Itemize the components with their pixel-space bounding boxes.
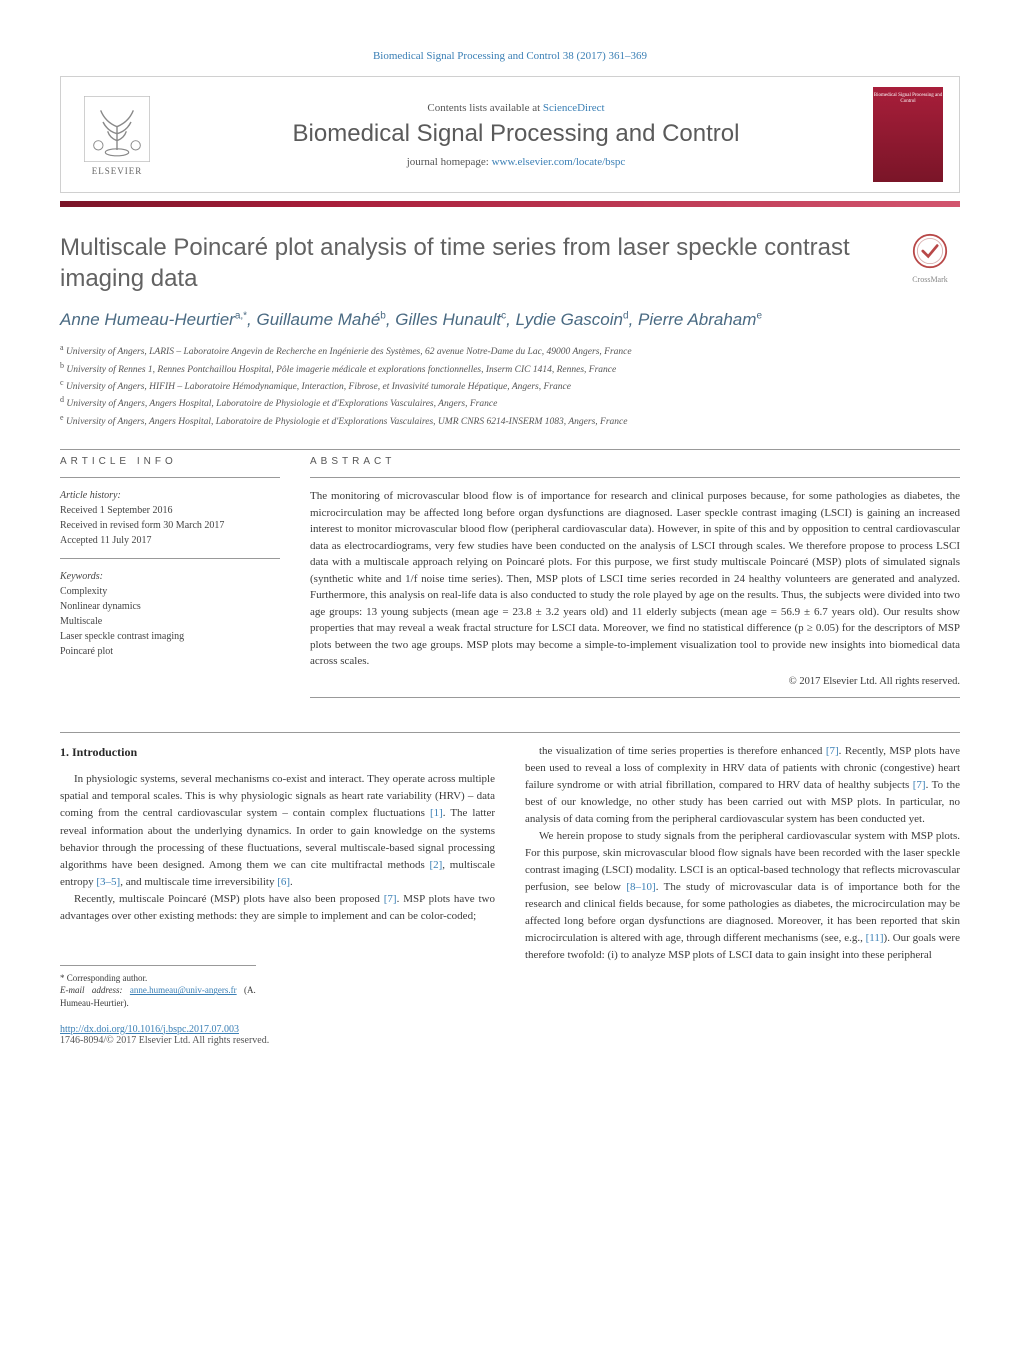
authors: Anne Humeau-Heurtiera,*, Guillaume Mahéb… [60,308,960,332]
affiliations: a University of Angers, LARIS – Laborato… [60,342,960,429]
keywords-block: Keywords: ComplexityNonlinear dynamicsMu… [60,569,280,659]
abstract-copyright: © 2017 Elsevier Ltd. All rights reserved… [310,676,960,687]
body-col-right: the visualization of time series propert… [525,743,960,1010]
doi-link[interactable]: http://dx.doi.org/10.1016/j.bspc.2017.07… [60,1024,239,1035]
corr-email-label: E-mail address: [60,985,130,995]
journal-cover-thumb: Biomedical Signal Processing and Control [873,87,943,182]
divider [60,558,280,559]
elsevier-logo: ELSEVIER [77,90,157,180]
keywords-list: ComplexityNonlinear dynamicsMultiscaleLa… [60,586,184,657]
history-accepted: Accepted 11 July 2017 [60,535,152,546]
cover-thumb-text: Biomedical Signal Processing and Control [873,93,943,104]
divider [60,732,960,733]
article-info-column: ARTICLE INFO Article history: Received 1… [60,456,280,708]
journal-homepage-link[interactable]: www.elsevier.com/locate/bspc [492,156,626,168]
elsevier-label: ELSEVIER [92,166,143,176]
abstract-text: The monitoring of microvascular blood fl… [310,488,960,670]
article-title: Multiscale Poincaré plot analysis of tim… [60,233,900,294]
elsevier-tree-icon [82,94,152,164]
corr-label: * Corresponding author. [60,973,147,983]
homepage-line: journal homepage: www.elsevier.com/locat… [177,156,855,168]
body-paragraph: Recently, multiscale Poincaré (MSP) plot… [60,891,495,925]
keywords-heading: Keywords: [60,571,103,582]
crossmark-text: CrossMark [900,275,960,284]
corresponding-author-note: * Corresponding author. E-mail address: … [60,965,256,1010]
body-columns: 1. Introduction In physiologic systems, … [60,743,960,1010]
history-heading: Article history: [60,490,121,501]
sciencedirect-link[interactable]: ScienceDirect [543,102,605,114]
gradient-bar [60,201,960,207]
crossmark-badge[interactable]: CrossMark [900,233,960,284]
body-paragraph: the visualization of time series propert… [525,743,960,828]
history-received: Received 1 September 2016 [60,505,172,516]
journal-name: Biomedical Signal Processing and Control [177,120,855,148]
abstract-column: ABSTRACT The monitoring of microvascular… [310,456,960,708]
crossmark-icon [912,233,948,269]
divider [310,697,960,698]
issn-line: 1746-8094/© 2017 Elsevier Ltd. All right… [60,1035,269,1046]
body-paragraph: In physiologic systems, several mechanis… [60,771,495,890]
journal-header: ELSEVIER Contents lists available at Sci… [60,76,960,193]
corr-email-link[interactable]: anne.humeau@univ-angers.fr [130,985,237,995]
divider [60,449,960,450]
divider [310,477,960,478]
body-paragraph: We herein propose to study signals from … [525,828,960,964]
footer: http://dx.doi.org/10.1016/j.bspc.2017.07… [60,1024,960,1046]
header-center: Contents lists available at ScienceDirec… [177,102,855,168]
article-history: Article history: Received 1 September 20… [60,488,280,548]
history-revised: Received in revised form 30 March 2017 [60,520,224,531]
contents-line: Contents lists available at ScienceDirec… [177,102,855,114]
top-citation: Biomedical Signal Processing and Control… [60,50,960,62]
abstract-label: ABSTRACT [310,456,960,467]
section-heading: 1. Introduction [60,743,495,762]
body-col-left: 1. Introduction In physiologic systems, … [60,743,495,1010]
article-info-label: ARTICLE INFO [60,456,280,467]
divider [60,477,280,478]
